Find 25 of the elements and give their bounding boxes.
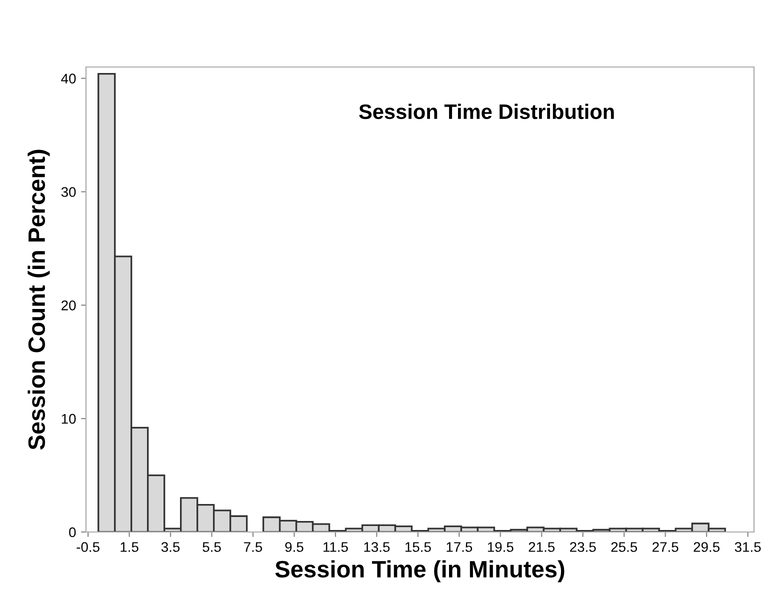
x-tick-label: 7.5: [244, 542, 262, 552]
x-tick-label: 21.5: [528, 542, 555, 552]
x-tick-label: -0.5: [76, 542, 100, 552]
x-tick-label: 1.5: [120, 542, 138, 552]
x-tick-label: 25.5: [611, 542, 638, 552]
x-tick-label: 11.5: [324, 542, 348, 552]
y-tick-label: 30: [61, 187, 76, 197]
x-axis-title: Session Time (in Minutes): [275, 560, 564, 582]
text: Session Time Distribution: [359, 104, 614, 120]
y-tick-label: 40: [61, 74, 76, 84]
x-tick-label: 5.5: [202, 542, 221, 552]
x-tick-label: 15.5: [405, 542, 431, 552]
y-axis-title: Session Count (in Percent): [28, 150, 50, 450]
x-tick-label: 17.5: [446, 542, 472, 552]
x-tick-label: 3.5: [161, 542, 180, 552]
y-tick-label: 20: [62, 300, 76, 310]
x-tick-label: 19.5: [488, 542, 514, 552]
x-tick-label: 29.5: [694, 542, 720, 552]
y-tick-label: 0: [69, 527, 76, 538]
x-tick-label: 13.5: [364, 542, 390, 552]
x-tick-label: 23.5: [570, 542, 596, 552]
y-tick-label: 10: [62, 414, 76, 424]
x-tick-label: 9.5: [285, 542, 304, 552]
x-tick-label: 31.5: [734, 542, 761, 552]
x-tick-label: 27.5: [652, 542, 678, 552]
